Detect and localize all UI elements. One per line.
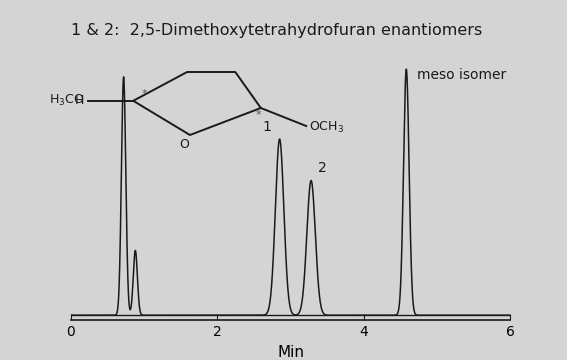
Text: H: H xyxy=(74,94,84,107)
Text: *: * xyxy=(142,89,147,99)
Text: 2: 2 xyxy=(319,161,327,175)
Text: meso isomer: meso isomer xyxy=(417,68,506,82)
X-axis label: Min: Min xyxy=(277,345,304,360)
Text: 1 & 2:  2,5-Dimethoxytetrahydrofuran enantiomers: 1 & 2: 2,5-Dimethoxytetrahydrofuran enan… xyxy=(71,23,482,38)
Text: H$_3$CO: H$_3$CO xyxy=(49,93,84,108)
Text: 1: 1 xyxy=(263,120,272,134)
Text: *: * xyxy=(255,110,261,120)
Text: O: O xyxy=(179,138,189,150)
Text: OCH$_3$: OCH$_3$ xyxy=(309,120,344,135)
